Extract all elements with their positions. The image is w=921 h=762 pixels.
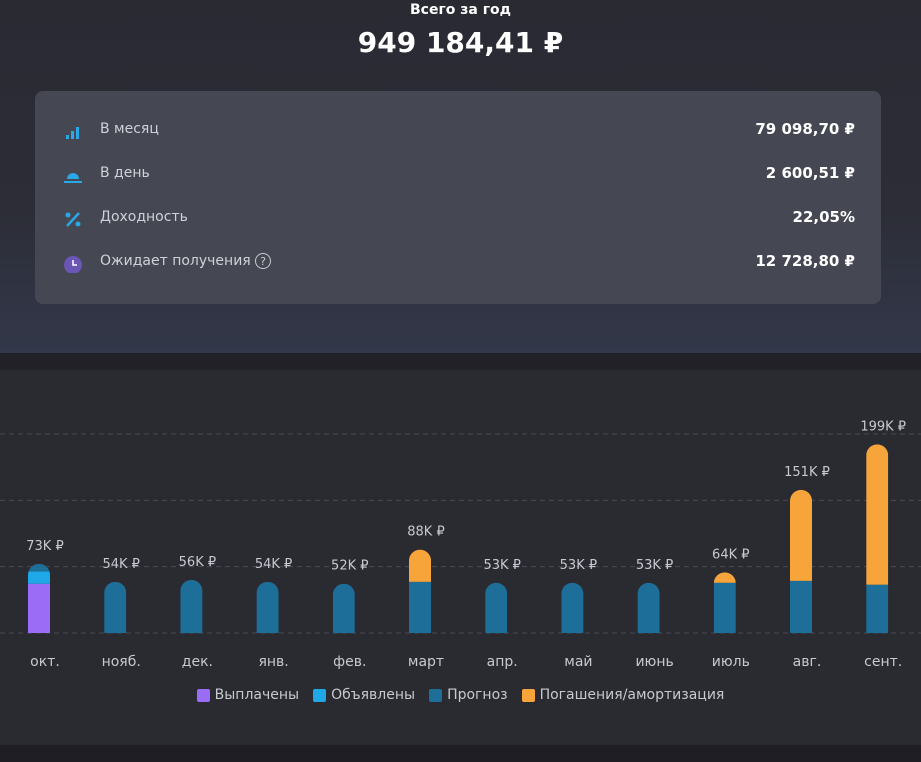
stat-value: 12 728,80 ₽ [755,252,855,270]
x-tick-label: июль [712,654,750,670]
total-label: 54K ₽ [102,557,139,572]
total: 949 184,41 ₽ [357,26,564,59]
bar-stack [866,444,889,633]
bar-segment [28,571,50,584]
x-tick-label: янв. [258,654,288,670]
bar-stack [713,572,736,633]
stat-label: Доходность [100,209,188,225]
x-tick-label: июнь [635,654,673,670]
bar-stack [561,582,584,633]
bar-stack [637,582,660,633]
x-tick-label: сент. [864,654,902,670]
bar-stack [790,489,812,633]
bar-segment [332,583,355,633]
stat-row: В месяц 79 098,70 ₽ [35,119,881,143]
total-label: 52K ₽ [331,559,368,574]
bar-segment [713,572,736,583]
total-label: 53K ₽ [636,558,673,573]
bar-stack [485,582,508,633]
legend-swatch [313,688,327,702]
bar-segment [485,582,508,633]
bar-segment [104,581,127,633]
bar-stack [332,583,355,633]
stat-label: В день [100,165,150,181]
x-tick-label: фев. [333,654,366,670]
total-label: 151K ₽ [784,465,830,480]
x-tick-label: окт. [30,654,60,670]
legend-label: Выплачены [214,687,300,703]
total-label: 199K ₽ [860,419,906,434]
bar-stack [256,581,279,633]
icon [65,212,81,227]
legend-item[interactable]: Погашения/амортизация [521,687,725,703]
legend-item[interactable]: Выплачены [196,687,300,703]
stat-row: В день 2 600,51 ₽ [35,163,881,187]
bar-segment [637,582,660,633]
svg-text:?: ? [260,255,266,268]
total-label: 53K ₽ [560,558,597,573]
bar-segment [561,582,584,633]
bar-stack [409,549,431,633]
stat-label: Ожидает получения [100,253,251,269]
bar-segment [790,489,812,581]
stats-card: В месяц 79 098,70 ₽ В день 2 600,51 ₽ До… [35,91,881,304]
x-tick-label: авг. [793,654,822,670]
total-label: 56K ₽ [179,555,216,570]
icon [64,256,82,273]
bar-stack [28,563,50,633]
bar-segment [866,584,889,633]
legend-swatch [429,688,443,702]
total-label: 64K ₽ [712,547,749,562]
bar-segment [28,563,50,572]
stat-row: Ожидает получения ? 12 728,80 ₽ [35,251,881,275]
legend-label: Объявлены [331,687,416,703]
summary-panel: Всего за год 949 184,41 ₽ В месяц 79 098… [0,0,921,353]
x-tick-label: дек. [182,654,213,670]
bar-segment [790,580,812,633]
stat-value: 79 098,70 ₽ [755,120,855,138]
legend-label: Погашения/амортизация [539,687,725,703]
stat-value: 2 600,51 ₽ [765,164,855,182]
chart: 73K ₽ окт. 54K ₽ нояб. 56K ₽ дек. 54K ₽ янв. 52K… [0,370,921,745]
x-tick-label: март [408,654,444,670]
stat-label: В месяц [100,121,159,137]
x-tick-label: май [564,654,592,670]
bar-segment [713,582,736,633]
help-icon[interactable]: ? [254,252,272,270]
title: Всего за год [410,2,511,18]
bar-segment [256,581,279,633]
stat-row: Доходность 22,05% [35,207,881,231]
total-label: 88K ₽ [407,525,444,540]
bar-segment [180,579,203,633]
x-tick-label: нояб. [102,654,141,670]
bar-stack [104,581,127,633]
legend-swatch [196,688,210,702]
total-label: 53K ₽ [483,558,520,573]
footer [0,745,921,762]
bar-segment [866,444,889,585]
total-label: 54K ₽ [255,557,292,572]
bar-segment [409,581,431,633]
legend: Выплачены Объявлены Прогноз Погашения/аморт… [0,687,921,703]
bar-segment [28,583,50,633]
legend-swatch [521,688,535,702]
bar-stack [180,579,203,633]
total-label: 73K ₽ [26,539,63,554]
stat-value: 22,05% [792,208,855,226]
icon [66,127,79,139]
bar-segment [409,549,431,582]
icon [64,173,82,183]
x-tick-label: апр. [487,654,518,670]
legend-label: Прогноз [447,687,508,703]
legend-item[interactable]: Объявлены [313,687,415,703]
legend-item[interactable]: Прогноз [429,687,508,703]
